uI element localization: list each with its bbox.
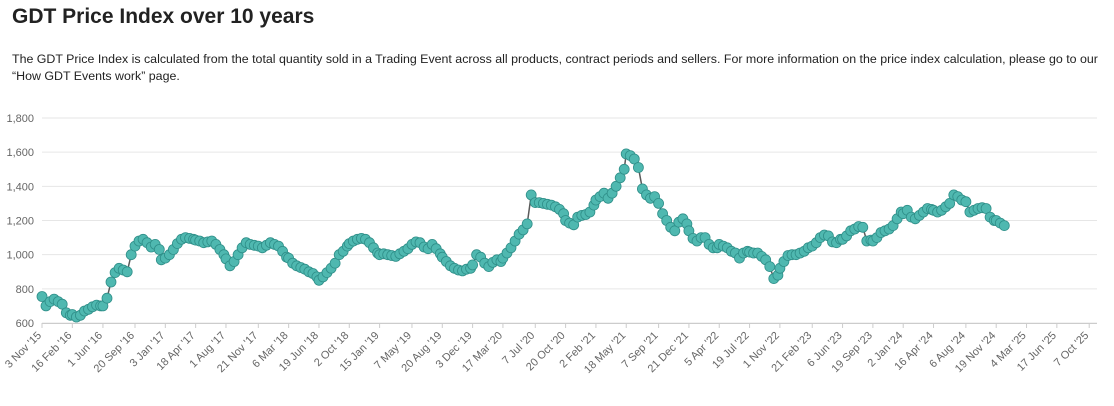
y-tick-label: 1,400 [6,181,34,193]
y-tick-label: 800 [16,284,34,296]
y-tick-label: 1,800 [6,113,34,125]
data-point[interactable] [857,221,869,233]
y-tick-label: 600 [16,318,34,330]
data-point[interactable] [101,292,113,304]
data-point-markers[interactable] [36,148,1010,323]
page-description: The GDT Price Index is calculated from t… [12,52,1098,83]
y-tick-label: 1,600 [6,147,34,159]
y-tick-label: 1,000 [6,250,34,262]
data-point[interactable] [521,218,533,230]
data-point[interactable] [618,163,630,175]
data-point[interactable] [467,259,479,271]
data-point[interactable] [764,261,776,273]
page-title: GDT Price Index over 10 years [12,5,315,28]
data-point[interactable] [36,291,48,302]
x-tick-label: 7 Oct '25 [1052,330,1091,369]
data-point[interactable] [121,266,133,278]
data-point[interactable] [960,196,972,208]
data-point[interactable] [998,220,1010,232]
data-point[interactable] [633,162,644,173]
data-point[interactable] [56,298,68,310]
data-point[interactable] [105,276,117,288]
data-point[interactable] [653,197,664,209]
y-axis-ticks: 600 800 1,000 1,200 1,400 1,600 1,800 [6,113,34,330]
y-tick-label: 1,200 [6,216,34,228]
data-point[interactable] [153,244,165,255]
